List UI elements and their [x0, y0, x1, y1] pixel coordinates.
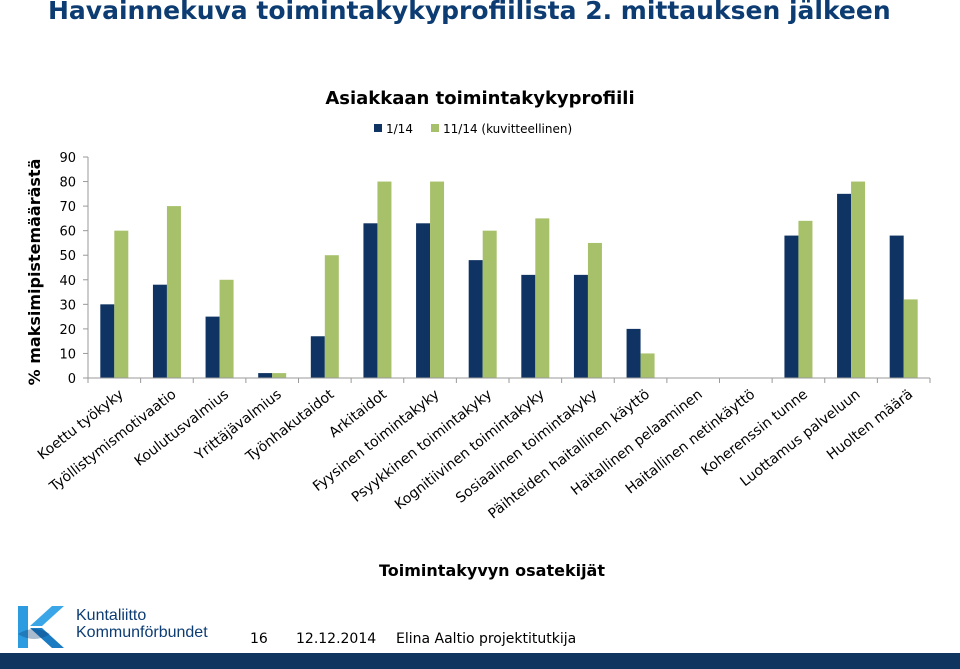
bar-series-2 [482, 230, 497, 378]
x-tick-label: Koulutusvalmius [132, 387, 232, 470]
slide-date: 12.12.2014 [296, 631, 377, 647]
legend-swatch-series-2 [431, 124, 439, 132]
x-axis-title: Toimintakyvyn osatekijät [379, 561, 605, 580]
legend-label-series-1: 1/14 [386, 122, 413, 136]
y-axis-title: % maksimipistemäärästä [25, 159, 44, 386]
y-tick-label: 0 [68, 372, 76, 387]
bar-series-2 [798, 220, 813, 378]
y-axis-ticks: 0 10 20 30 40 50 60 70 80 90 [59, 151, 88, 387]
x-tick-label: Koettu työkyky [35, 387, 127, 464]
bar-series-2 [377, 181, 392, 378]
logo-line-1: Kuntaliitto [76, 607, 147, 624]
bar-series-2 [324, 255, 339, 378]
bar-series-1 [521, 274, 536, 378]
bar-series-2 [587, 242, 602, 378]
bar-series-1 [889, 235, 904, 378]
y-tick-label: 10 [59, 347, 76, 362]
bar-series-1 [784, 235, 799, 378]
y-tick-label: 90 [59, 151, 76, 166]
bar-series-1 [152, 284, 167, 378]
bars [100, 181, 918, 378]
legend-swatch-series-1 [374, 124, 382, 132]
logo-k-icon [18, 606, 64, 648]
bar-series-1 [626, 328, 641, 378]
x-tick-label: Yrittäjävalmius [192, 387, 285, 465]
y-tick-label: 80 [59, 176, 76, 191]
bar-series-2 [535, 218, 550, 378]
y-tick-label: 20 [59, 323, 76, 338]
chart-title: Asiakkaan toimintakykyprofiili [325, 88, 634, 109]
bar-series-1 [258, 373, 273, 378]
y-tick-label: 70 [59, 200, 76, 215]
y-tick-label: 30 [59, 298, 76, 313]
page-number: 16 [250, 631, 268, 647]
slide-author: Elina Aaltio projektitutkija [396, 631, 577, 647]
bar-series-2 [640, 353, 655, 378]
bar-chart: Asiakkaan toimintakykyprofiili 1/14 11/1… [25, 88, 931, 580]
kuntaliitto-logo: Kuntaliitto Kommunförbundet [14, 604, 208, 652]
bar-series-2 [166, 206, 181, 378]
bar-series-1 [416, 223, 431, 378]
axes [87, 157, 931, 383]
bar-series-1 [100, 304, 115, 378]
bar-series-1 [468, 260, 483, 378]
legend-label-series-2: 11/14 (kuvitteellinen) [443, 122, 572, 136]
bar-series-2 [430, 181, 445, 378]
bar-series-1 [363, 223, 378, 378]
x-axis-labels: Koettu työkykyTyöllistymismotivaatioKoul… [35, 386, 916, 522]
bar-series-2 [272, 373, 287, 378]
chart-legend: 1/14 11/14 (kuvitteellinen) [374, 122, 572, 136]
bar-series-1 [837, 193, 852, 378]
y-tick-label: 50 [59, 249, 76, 264]
bottom-bar [0, 653, 960, 669]
logo-line-2: Kommunförbundet [76, 624, 208, 641]
bar-series-2 [219, 279, 234, 378]
bar-series-1 [205, 316, 220, 378]
y-tick-label: 40 [59, 274, 76, 289]
bar-series-2 [114, 230, 129, 378]
bar-series-1 [573, 274, 588, 378]
bar-series-2 [851, 181, 866, 378]
slide-title: Havainnekuva toimintakykyprofiilista 2. … [48, 0, 891, 25]
x-tick-label: Työnhakutaidot [242, 386, 337, 465]
bar-series-1 [310, 336, 325, 378]
y-tick-label: 60 [59, 225, 76, 240]
bar-series-2 [903, 299, 918, 378]
